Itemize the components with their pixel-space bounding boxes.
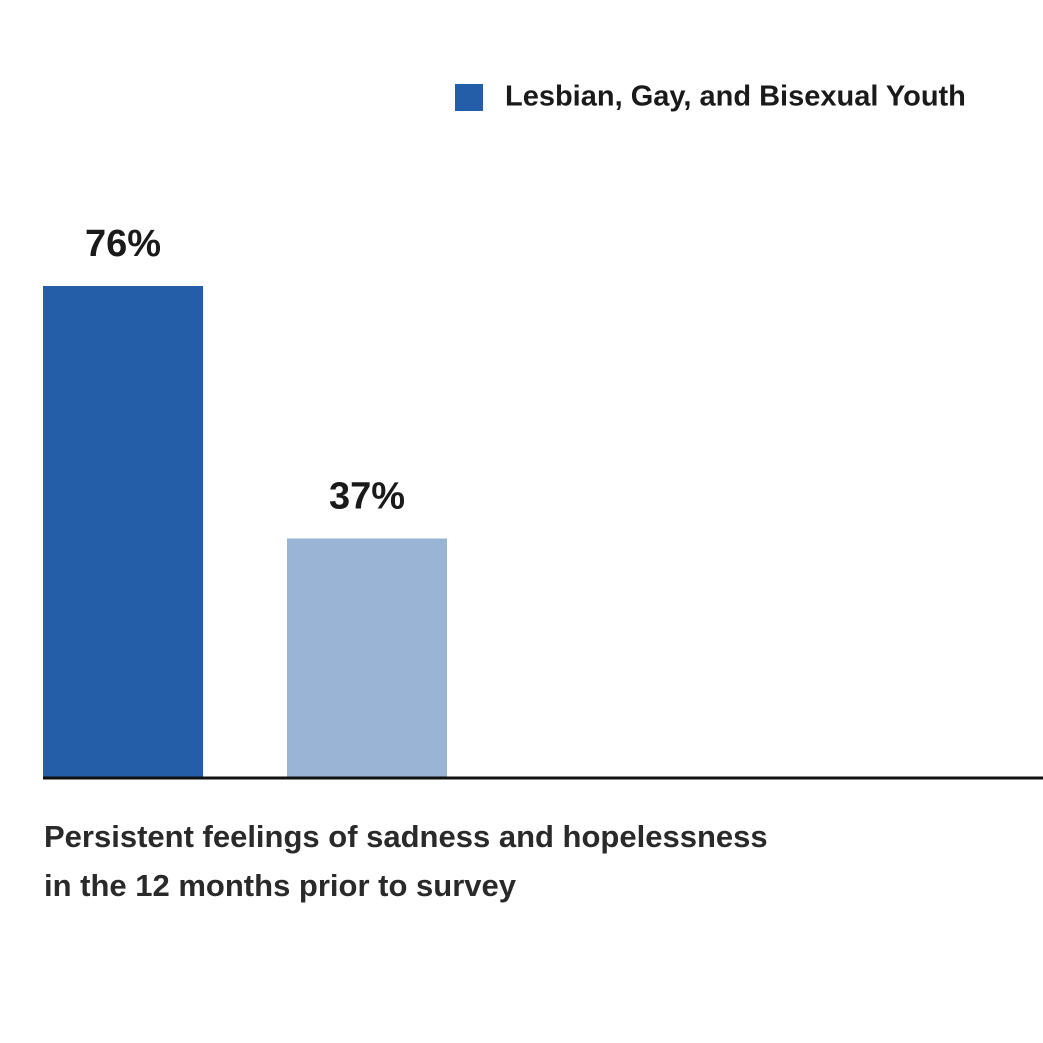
category-label: Persistent feelings of sadness and hopel… <box>44 819 768 903</box>
bar <box>43 286 203 778</box>
value-label: 76% <box>85 223 161 265</box>
legend-label: Lesbian, Gay, and Bisexual Youth <box>505 81 966 113</box>
bar <box>287 538 447 778</box>
value-label: 37% <box>329 476 405 518</box>
legend-swatch <box>455 84 483 111</box>
